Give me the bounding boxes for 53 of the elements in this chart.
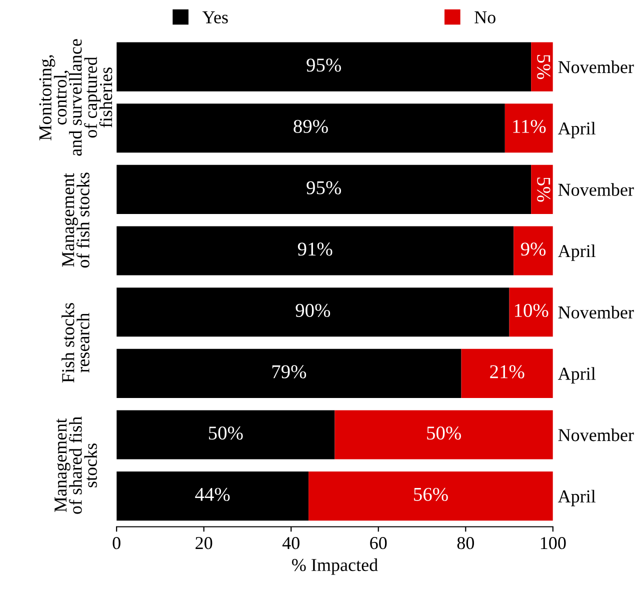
x-tick-label: 100	[540, 536, 566, 550]
y-tick-label: April	[558, 244, 596, 261]
data-label: 9%	[520, 242, 546, 256]
data-label: 21%	[490, 365, 524, 378]
text: Management of shared fish stocks	[54, 416, 97, 514]
data-label: 50%	[208, 426, 243, 440]
bar	[531, 164, 553, 214]
y-tick-label: April	[558, 490, 596, 506]
data-label: 5%	[537, 54, 550, 80]
data-label: 10%	[514, 304, 548, 318]
bar	[308, 472, 553, 521]
legend-label: Yes	[202, 11, 228, 24]
x-tick-label: 80	[457, 536, 474, 550]
bar	[461, 348, 553, 398]
data-label: 11%	[513, 120, 546, 134]
x-tick-label: 20	[196, 536, 212, 550]
bar	[116, 348, 462, 398]
legend-label: No	[474, 11, 496, 24]
bar	[116, 288, 510, 337]
bar	[514, 226, 553, 276]
x-tick-label: 0	[112, 536, 120, 550]
y-tick-label: November	[558, 428, 634, 442]
data-label: 79%	[272, 365, 306, 378]
bar	[116, 472, 309, 521]
data-label: 89%	[294, 120, 328, 134]
bar	[509, 288, 553, 337]
bar	[504, 104, 553, 153]
data-label: 90%	[296, 304, 330, 318]
bar	[116, 164, 532, 214]
data-label: 95%	[306, 58, 341, 72]
y-tick-label: April	[558, 122, 596, 138]
bar	[531, 42, 553, 92]
text: Monitoring, control, and surveillance of captured fisheries	[39, 39, 112, 156]
bar	[116, 104, 505, 153]
data-label: 95%	[306, 181, 341, 194]
y-tick-label: April	[558, 367, 596, 384]
y-tick-label: November	[558, 60, 634, 74]
data-label: 91%	[298, 242, 332, 256]
bar	[116, 226, 514, 276]
data-label: 56%	[414, 488, 448, 502]
data-label: 50%	[427, 426, 461, 440]
bar	[116, 42, 532, 92]
y-tick-label: November	[558, 183, 634, 196]
data-label: 44%	[195, 488, 230, 502]
text: Management of fish stocks	[62, 172, 90, 268]
y-tick-label: November	[558, 306, 634, 319]
x-tick-label: 60	[370, 536, 387, 550]
data-label: 5%	[537, 178, 550, 202]
bar	[116, 410, 335, 460]
bar	[334, 410, 553, 460]
x-axis-title: % Impacted	[292, 558, 378, 575]
text: Fish stocks research	[62, 303, 90, 383]
x-tick-label: 40	[282, 536, 300, 550]
